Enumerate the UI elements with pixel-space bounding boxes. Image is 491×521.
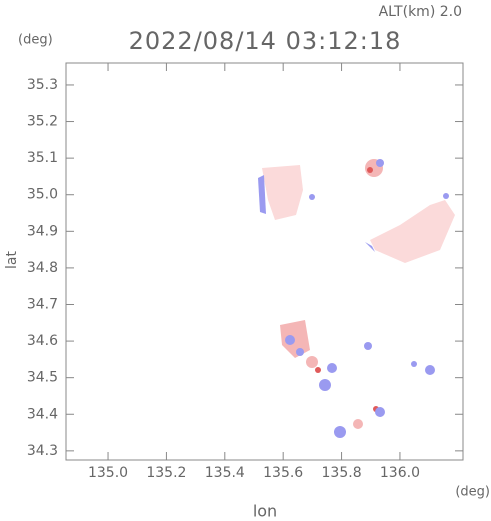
echo <box>334 426 346 438</box>
echo <box>443 193 449 199</box>
echo <box>364 342 372 350</box>
y-tick-label: 35.0 <box>27 187 58 203</box>
plot-frame <box>65 62 464 461</box>
y-tick-label: 34.7 <box>27 296 58 312</box>
echo <box>353 419 363 429</box>
chart-title: 2022/08/14 03:12:18 <box>129 27 402 55</box>
y-tick-label: 35.1 <box>27 150 58 166</box>
y-axis-label: lat <box>4 251 20 269</box>
echo <box>262 165 303 220</box>
y-tick-label: 34.6 <box>27 333 58 349</box>
echo <box>370 200 455 263</box>
echo <box>367 167 373 173</box>
y-tick-label: 34.9 <box>27 223 58 239</box>
y-unit: (deg) <box>18 33 53 48</box>
x-axis-label: lon <box>253 502 277 521</box>
echo <box>327 363 337 373</box>
echo <box>411 361 417 367</box>
x-tick-label: 135.6 <box>263 465 303 481</box>
y-tick-label: 34.8 <box>27 260 58 276</box>
echo <box>306 356 318 368</box>
echo <box>315 367 321 373</box>
x-tick-label: 136.0 <box>380 465 420 481</box>
y-tick-label: 34.5 <box>27 370 58 386</box>
echo <box>280 320 310 358</box>
x-tick-label: 135.4 <box>205 465 245 481</box>
echo <box>365 242 375 252</box>
echo <box>375 407 385 417</box>
x-unit: (deg) <box>455 485 490 500</box>
y-tick-label: 35.2 <box>27 114 58 130</box>
radar-echoes <box>258 159 455 438</box>
altitude-label: ALT(km) 2.0 <box>379 4 462 20</box>
echo <box>296 348 304 356</box>
echo <box>376 159 384 167</box>
x-tick-label: 135.8 <box>322 465 362 481</box>
y-tick-label: 34.4 <box>27 406 58 422</box>
y-tick-label: 35.3 <box>27 77 58 93</box>
y-tick-label: 34.3 <box>27 443 58 459</box>
echo <box>258 175 266 214</box>
echo <box>285 335 295 345</box>
echo <box>319 379 331 391</box>
x-tick-label: 135.2 <box>146 465 186 481</box>
x-tick-label: 135.0 <box>88 465 128 481</box>
echo <box>309 194 315 200</box>
echo <box>425 365 435 375</box>
